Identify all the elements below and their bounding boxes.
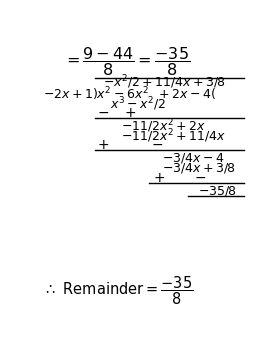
Text: $-3/4x - 4$: $-3/4x - 4$ [162, 151, 224, 165]
Text: $+\ \ \ \ \ \ -$: $+\ \ \ \ \ \ -$ [153, 171, 207, 185]
Text: $-\ \ \ +$: $-\ \ \ +$ [97, 106, 137, 121]
Text: $x^3 - x^2/2$: $x^3 - x^2/2$ [110, 95, 166, 113]
Text: $= \dfrac{9-44}{8} = \dfrac{-35}{8}$: $= \dfrac{9-44}{8} = \dfrac{-35}{8}$ [63, 45, 190, 78]
Text: $\therefore\ \mathrm{Remainder} = \dfrac{-35}{8}$: $\therefore\ \mathrm{Remainder} = \dfrac… [43, 275, 194, 307]
Text: $-35/8$: $-35/8$ [198, 184, 238, 198]
Text: $-3/4x + 3/8$: $-3/4x + 3/8$ [162, 161, 236, 175]
Text: $-11/2x^2 + 2x$: $-11/2x^2 + 2x$ [121, 117, 206, 135]
Text: $-11/2x^2 + 11/4x$: $-11/2x^2 + 11/4x$ [121, 127, 226, 144]
Text: $+\ \ \ \ \ \ \ \ \ -$: $+\ \ \ \ \ \ \ \ \ -$ [97, 138, 164, 152]
Text: $-2x+1)x^2-6x^2\ \ +2x-4($: $-2x+1)x^2-6x^2\ \ +2x-4($ [43, 85, 217, 103]
Text: $-x^2/2 + 11/4x + 3/8$: $-x^2/2 + 11/4x + 3/8$ [103, 73, 225, 91]
